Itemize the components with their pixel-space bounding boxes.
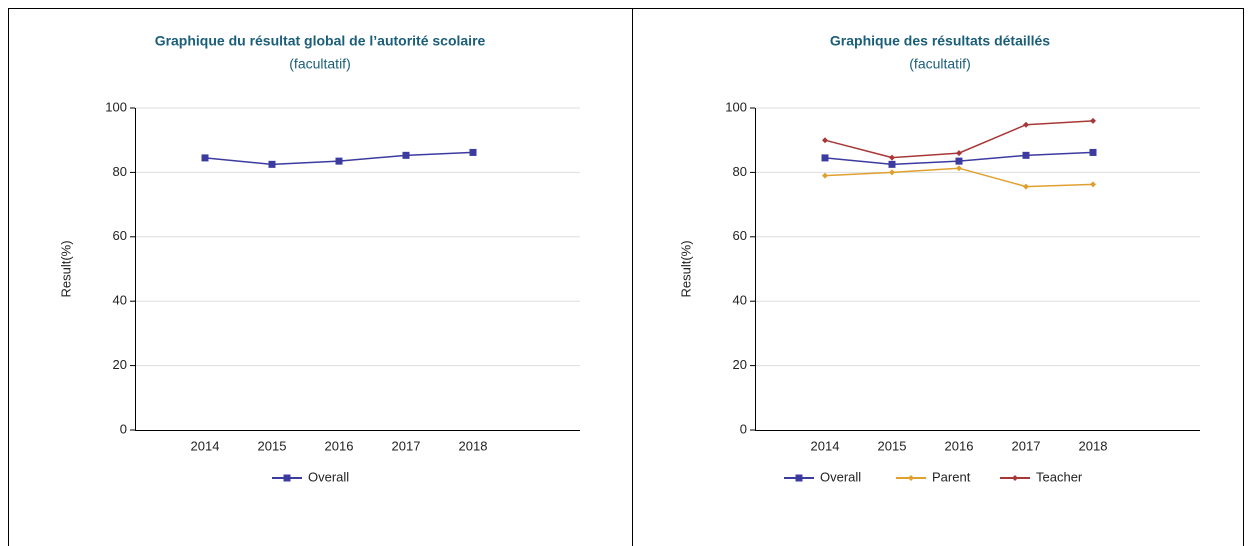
x-tick-label: 2016 — [945, 438, 974, 453]
x-tick-label: 2018 — [1079, 438, 1108, 453]
marker — [201, 154, 209, 162]
x-tick-label: 2015 — [878, 438, 907, 453]
x-tick-label: 2018 — [459, 438, 488, 453]
y-tick-label: 0 — [120, 421, 127, 436]
y-tick-label: 20 — [733, 357, 747, 372]
marker — [889, 154, 895, 161]
x-tick-label: 2016 — [325, 438, 354, 453]
legend-label: Teacher — [1036, 469, 1083, 484]
marker — [1090, 117, 1096, 124]
marker — [956, 150, 962, 157]
marker — [956, 165, 962, 172]
marker — [822, 137, 828, 144]
x-tick-label: 2014 — [811, 438, 840, 453]
marker — [1023, 183, 1029, 190]
marker — [955, 157, 963, 165]
y-axis-label: Result(%) — [678, 240, 693, 297]
marker — [821, 154, 829, 162]
panel-title: Graphique du résultat global de l’autori… — [155, 33, 486, 49]
y-tick-label: 40 — [113, 293, 127, 308]
y-tick-label: 80 — [733, 164, 747, 179]
marker — [1023, 121, 1029, 128]
panel-subtitle: (facultatif) — [289, 56, 350, 72]
y-tick-label: 100 — [105, 99, 127, 114]
y-tick-label: 100 — [725, 99, 747, 114]
legend-marker — [1012, 475, 1018, 481]
legend-label: Overall — [308, 469, 349, 484]
marker — [822, 172, 828, 179]
marker — [1022, 151, 1030, 159]
y-axis-label: Result(%) — [58, 240, 73, 297]
marker — [335, 157, 343, 165]
legend-marker — [908, 475, 914, 481]
marker — [402, 151, 410, 159]
legend-marker — [283, 474, 291, 482]
legend-marker — [795, 474, 803, 482]
marker — [1089, 148, 1097, 156]
y-tick-label: 80 — [113, 164, 127, 179]
marker — [469, 148, 477, 156]
marker — [268, 160, 276, 168]
y-tick-label: 60 — [733, 228, 747, 243]
y-tick-label: 20 — [113, 357, 127, 372]
marker — [889, 169, 895, 176]
y-tick-label: 0 — [740, 421, 747, 436]
legend-label: Overall — [820, 469, 861, 484]
marker — [1090, 181, 1096, 188]
x-tick-label: 2017 — [1012, 438, 1041, 453]
x-tick-label: 2014 — [191, 438, 220, 453]
y-tick-label: 40 — [733, 293, 747, 308]
marker — [888, 160, 896, 168]
panel-subtitle: (facultatif) — [909, 56, 970, 72]
x-tick-label: 2015 — [258, 438, 287, 453]
legend-label: Parent — [932, 469, 971, 484]
x-tick-label: 2017 — [392, 438, 421, 453]
y-tick-label: 60 — [113, 228, 127, 243]
panel-title: Graphique des résultats détaillés — [830, 33, 1050, 49]
